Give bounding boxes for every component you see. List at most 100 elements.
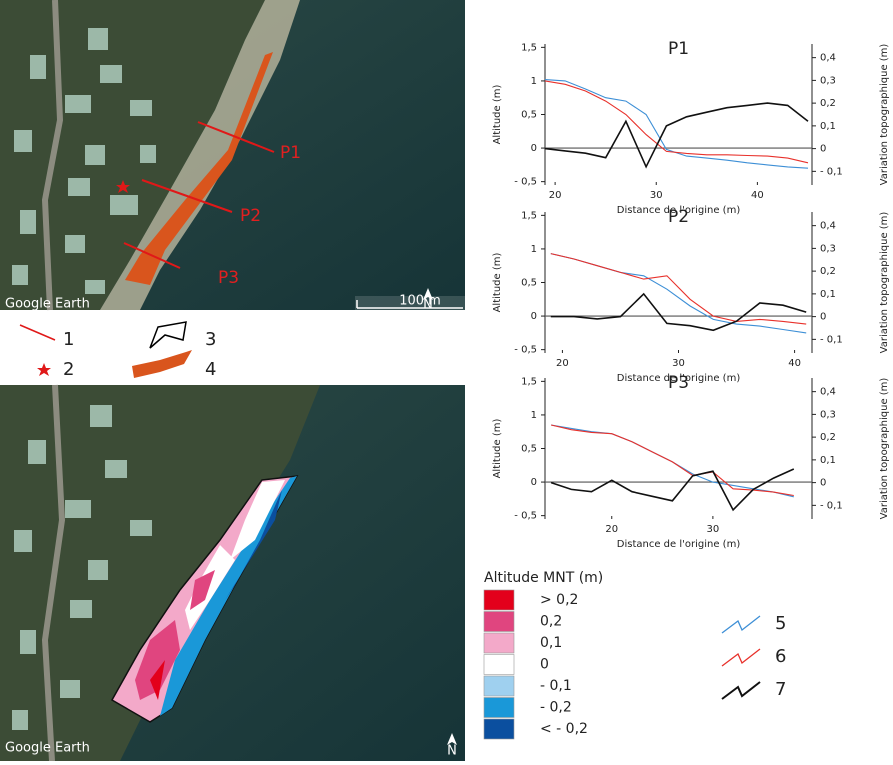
scale-label: 100 m xyxy=(399,294,441,309)
legend-label: < - 0,2 xyxy=(540,721,588,737)
series-line xyxy=(550,253,807,325)
map-credit: Google Earth xyxy=(5,741,90,756)
charts: P1 1,5 1 0,5 0 - 0,5 0,4 0,3 0,2 0,1 0 - 0,1 20 30 40 D… xyxy=(492,39,890,550)
line-chart: P2 1,5 1 0,5 0 - 0,5 0,4 0,3 0,2 0,1 0 - 0,1 20 30 40 D… xyxy=(492,207,890,384)
north-label: N xyxy=(447,744,457,759)
y-tick-label: 1,5 xyxy=(521,376,537,387)
y-tick-label: 1,5 xyxy=(521,42,537,53)
series-line xyxy=(550,253,807,334)
y2-tick-label: 0,3 xyxy=(820,409,836,420)
legend-swatch xyxy=(483,632,515,654)
chart-title: P3 xyxy=(668,373,689,393)
legend-swatch xyxy=(483,718,515,740)
profile-label: P3 xyxy=(218,268,239,288)
x-tick-label: 30 xyxy=(650,190,663,201)
chart-title: P1 xyxy=(668,39,689,59)
x-tick-label: 30 xyxy=(672,358,685,369)
y-tick-label: - 0,5 xyxy=(514,511,537,522)
legend-label: 1 xyxy=(63,329,74,350)
legend-swatch xyxy=(721,681,761,700)
map-credit: Google Earth xyxy=(5,297,90,312)
line-chart: P3 1,5 1 0,5 0 - 0,5 0,4 0,3 0,2 0,1 0 - 0,1 20 30 Dis… xyxy=(492,373,890,550)
series-line xyxy=(550,424,794,497)
series-line xyxy=(550,468,795,512)
legend-swatch xyxy=(721,648,761,667)
y2-tick-label: 0,2 xyxy=(820,98,836,109)
series-line xyxy=(544,79,809,169)
legend-label: 0 xyxy=(540,657,549,673)
y-tick-label: 0,5 xyxy=(521,110,537,121)
legend-swatch xyxy=(483,697,515,718)
y2-axis-label: Variation topographique (m) xyxy=(879,44,890,186)
y-tick-label: - 0,5 xyxy=(514,177,537,188)
y2-tick-label: 0,2 xyxy=(820,266,836,277)
x-tick-label: 20 xyxy=(549,190,562,201)
line-chart: P1 1,5 1 0,5 0 - 0,5 0,4 0,3 0,2 0,1 0 - 0,1 20 30 40 D… xyxy=(492,39,890,216)
legend-label: 4 xyxy=(205,359,216,380)
legend-label: > 0,2 xyxy=(540,592,578,608)
y2-tick-label: 0,3 xyxy=(820,75,836,86)
legend-swatch xyxy=(483,611,515,632)
y2-tick-label: 0,4 xyxy=(820,53,836,64)
map-legend: 1 2 3 4 xyxy=(19,321,216,380)
x-tick-label: 40 xyxy=(751,190,764,201)
y-tick-label: 1,5 xyxy=(521,210,537,221)
legend-swatch xyxy=(721,615,761,634)
north-label: N xyxy=(423,298,433,313)
y2-tick-label: - 0,1 xyxy=(820,166,843,177)
legend-label: 2 xyxy=(63,359,74,380)
x-tick-label: 40 xyxy=(788,358,801,369)
y-axis-label: Altitude (m) xyxy=(492,419,503,479)
y2-tick-label: 0,4 xyxy=(820,221,836,232)
y-tick-label: 1 xyxy=(531,244,537,255)
x-tick-label: 30 xyxy=(707,524,720,535)
y2-tick-label: 0 xyxy=(820,478,826,489)
y2-tick-label: 0,2 xyxy=(820,432,836,443)
y-tick-label: 0 xyxy=(531,143,537,154)
x-axis-label: Distance de l'origine (m) xyxy=(617,373,741,384)
y2-tick-label: 0,1 xyxy=(820,455,836,466)
legend-swatch xyxy=(483,589,515,611)
y2-tick-label: - 0,1 xyxy=(820,500,843,511)
legend-label: 3 xyxy=(205,329,216,350)
x-tick-label: 20 xyxy=(556,358,569,369)
legend-label: 6 xyxy=(775,646,786,667)
legend-title: Altitude MNT (m) xyxy=(484,570,603,586)
x-axis-label: Distance de l'origine (m) xyxy=(617,539,741,550)
y-axis-label: Altitude (m) xyxy=(492,253,503,313)
y-tick-label: - 0,5 xyxy=(514,345,537,356)
y-tick-label: 0 xyxy=(531,477,537,488)
legends: Altitude MNT (m) > 0,2 0,2 0,1 0 - 0,1 - 0,2 < … xyxy=(483,570,786,740)
legend-label: - 0,2 xyxy=(540,700,572,716)
y2-axis-label: Variation topographique (m) xyxy=(879,378,890,520)
y-tick-label: 0 xyxy=(531,311,537,322)
series-line xyxy=(550,292,807,332)
y-tick-label: 0,5 xyxy=(521,444,537,455)
y2-tick-label: 0,1 xyxy=(820,121,836,132)
y2-tick-label: 0,4 xyxy=(820,387,836,398)
series-line xyxy=(551,424,794,498)
legend-label: 0,1 xyxy=(540,635,562,651)
series-line xyxy=(544,80,809,164)
bottom-map: Google Earth N xyxy=(0,384,465,762)
y2-tick-label: 0,1 xyxy=(820,289,836,300)
y-tick-label: 1 xyxy=(531,410,537,421)
x-axis-label: Distance de l'origine (m) xyxy=(617,205,741,216)
x-tick-label: 20 xyxy=(605,524,618,535)
y2-tick-label: 0 xyxy=(820,312,826,323)
profile-label: P2 xyxy=(240,206,261,226)
profile-label: P1 xyxy=(280,143,301,163)
chart-title: P2 xyxy=(668,207,689,227)
legend-label: 7 xyxy=(775,679,786,700)
legend-label: - 0,1 xyxy=(540,678,572,694)
y2-tick-label: 0 xyxy=(820,144,826,155)
y2-tick-label: - 0,1 xyxy=(820,334,843,345)
series-line xyxy=(544,102,809,169)
legend-swatch xyxy=(483,654,515,675)
y-axis-label: Altitude (m) xyxy=(492,85,503,145)
top-map: P1 P2 P3 Google Earth N 100 m xyxy=(0,0,465,313)
legend-label: 0,2 xyxy=(540,614,562,630)
y-tick-label: 1 xyxy=(531,76,537,87)
y2-tick-label: 0,3 xyxy=(820,243,836,254)
